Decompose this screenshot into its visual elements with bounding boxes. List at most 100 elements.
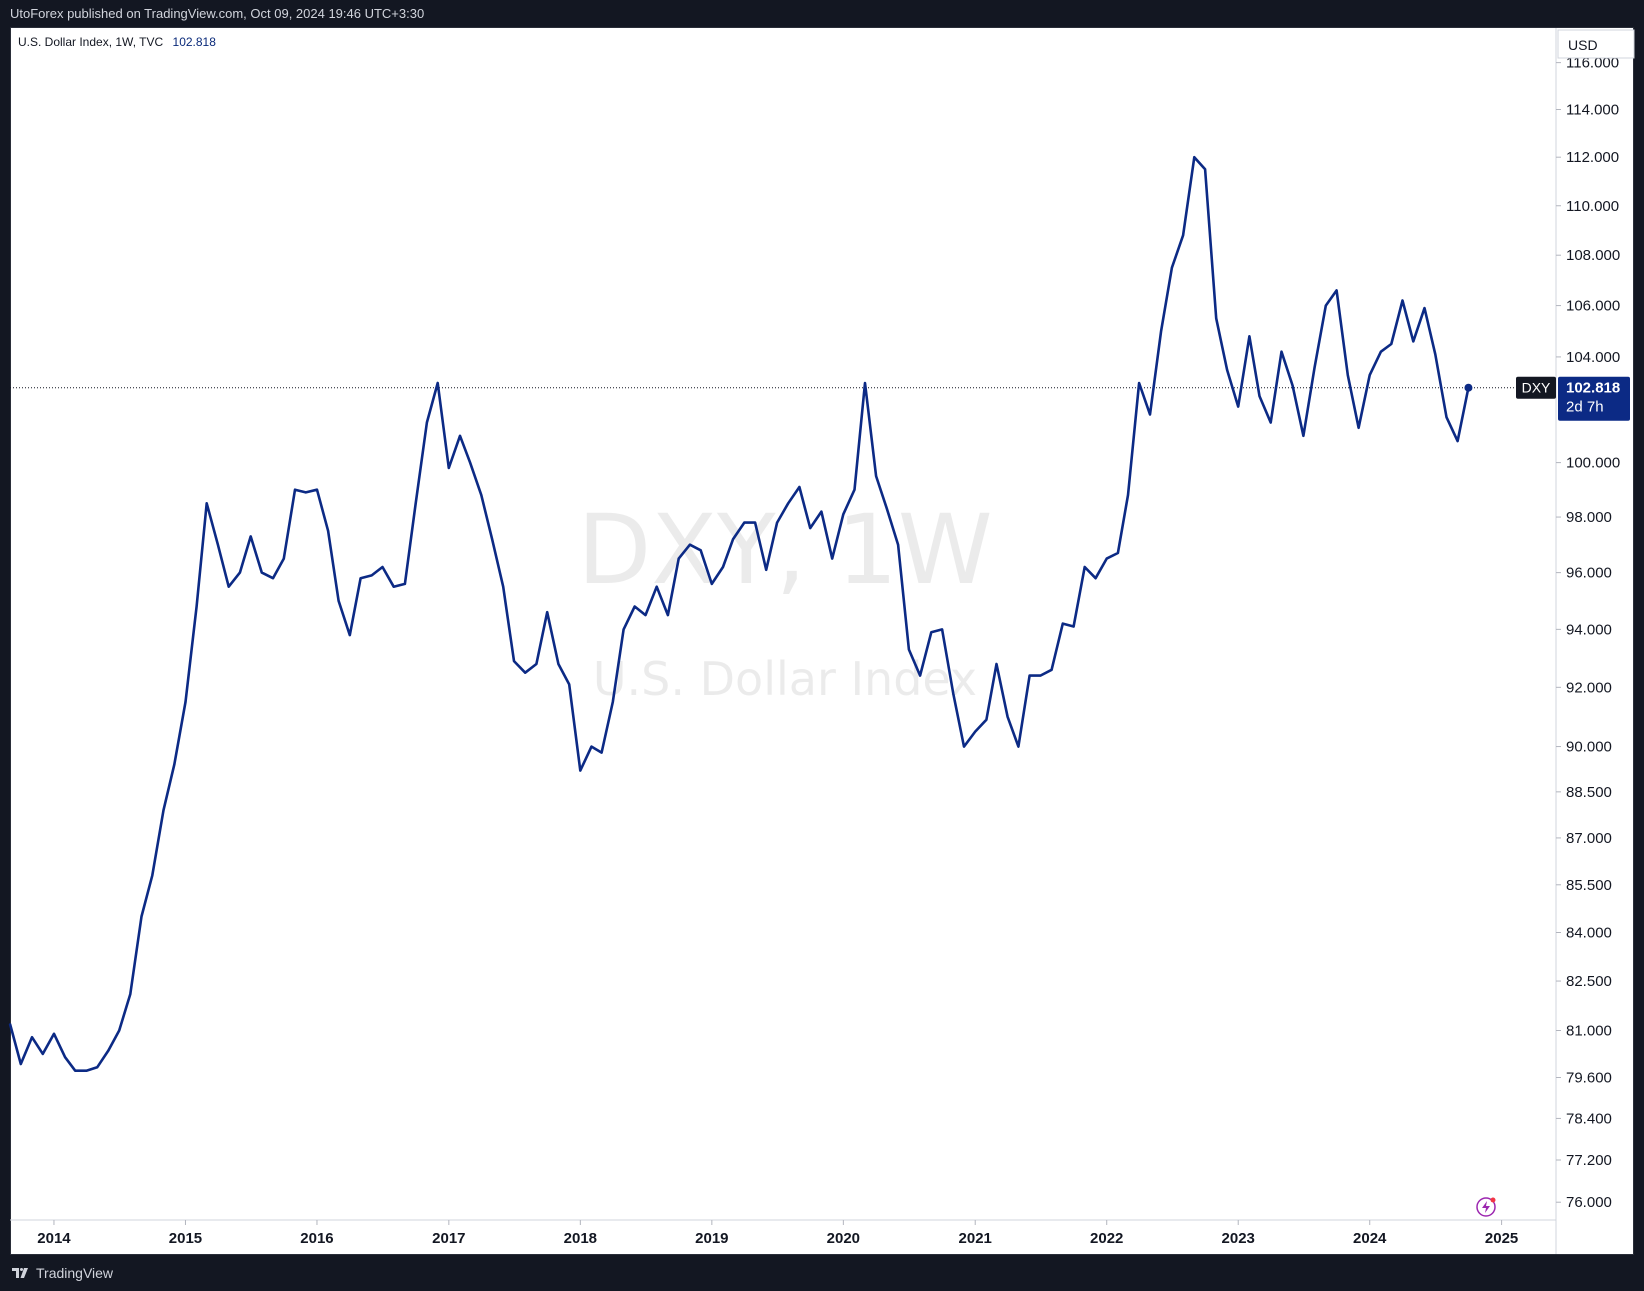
series-point (732, 538, 734, 540)
time-tick-label: 2020 (827, 1230, 860, 1247)
time-tick-label: 2022 (1090, 1230, 1123, 1247)
series-point (31, 1036, 33, 1038)
price-tick-label: 84.000 (1566, 924, 1612, 941)
series-point (1171, 266, 1173, 269)
series-point (53, 1033, 55, 1035)
series-point (1390, 343, 1393, 345)
series-point (217, 543, 219, 546)
price-tick-label: 88.500 (1566, 784, 1612, 801)
time-tick-label: 2021 (959, 1230, 992, 1247)
series-point (952, 692, 954, 694)
series-point (381, 566, 384, 568)
series-point (64, 1056, 66, 1058)
series-point (711, 583, 713, 585)
series-point (644, 614, 647, 616)
price-tick-label: 106.000 (1566, 298, 1620, 315)
series-point (74, 1069, 76, 1072)
time-tick-label: 2023 (1222, 1230, 1255, 1247)
series-point (1335, 289, 1338, 292)
series-point (129, 993, 132, 995)
series-point (469, 461, 471, 464)
series-point (502, 585, 505, 588)
series-point (1269, 421, 1272, 424)
series-point (1445, 416, 1448, 419)
series-point (1117, 552, 1119, 554)
series-point (864, 382, 866, 384)
price-tick-label: 98.000 (1566, 509, 1612, 526)
series-point (1050, 669, 1053, 671)
series-point (85, 1069, 88, 1072)
series-point (765, 569, 767, 571)
series-point (1094, 577, 1097, 579)
series-point (667, 614, 669, 616)
series-point (414, 502, 417, 505)
series-point (327, 530, 329, 532)
series-point (622, 628, 625, 631)
series-point (118, 1029, 120, 1032)
currency-button[interactable] (1557, 29, 1635, 59)
price-tick-label: 82.500 (1566, 973, 1612, 990)
last-price-point[interactable] (1464, 383, 1473, 392)
series-point (173, 763, 176, 766)
series-point (140, 915, 143, 918)
series-point (842, 513, 845, 516)
lightning-icon[interactable] (1476, 1197, 1496, 1217)
series-point (612, 701, 614, 703)
series-point (305, 491, 307, 494)
series-point (579, 769, 582, 772)
series-point (590, 745, 593, 748)
series-point (1138, 382, 1140, 384)
price-tick-label: 114.000 (1566, 101, 1619, 118)
series-point (1302, 435, 1305, 437)
currency-label: USD (1568, 37, 1598, 53)
series-point (1368, 374, 1371, 376)
series-point (1039, 674, 1042, 677)
price-tick-label: 110.000 (1566, 198, 1619, 215)
series-point (974, 730, 976, 733)
series-point (195, 605, 198, 608)
series-point (941, 628, 943, 631)
series-point (1258, 395, 1261, 397)
series-point (1226, 369, 1228, 371)
series-point (1182, 234, 1184, 237)
series-point (205, 502, 208, 505)
series-point (349, 634, 351, 636)
series-point (995, 663, 998, 665)
time-tick-label: 2024 (1353, 1230, 1387, 1247)
series-point (162, 809, 165, 811)
series-point (820, 510, 823, 513)
price-tick-label: 100.000 (1566, 455, 1620, 472)
brand-label: TradingView (36, 1265, 114, 1281)
series-point (426, 421, 428, 424)
time-tick-label: 2015 (169, 1230, 202, 1247)
series-point (1423, 307, 1426, 309)
tradingview-brand[interactable]: TradingView (12, 1265, 113, 1281)
series-point (1347, 374, 1349, 376)
series-point (1248, 335, 1251, 338)
price-chart[interactable]: DXY, 1W U.S. Dollar Index 116.000 114.000… (0, 0, 1644, 1255)
series-point (1072, 625, 1075, 628)
time-tick-label: 2014 (37, 1230, 71, 1247)
series-point (655, 585, 658, 588)
series-point (1215, 317, 1217, 320)
series-point (1028, 674, 1031, 677)
dxy-series-line[interactable] (8, 155, 1470, 1072)
series-point (1006, 716, 1009, 718)
series-point (633, 605, 636, 608)
series-point (272, 577, 274, 579)
series-point (436, 382, 439, 384)
series-point (535, 663, 538, 665)
chart-panel[interactable] (10, 27, 1634, 1255)
series-point (249, 535, 252, 538)
bar-countdown: 2d 7h (1566, 399, 1604, 416)
series-point (557, 663, 560, 665)
series-point (1325, 304, 1327, 307)
time-tick-label: 2017 (432, 1230, 465, 1247)
series-point (919, 674, 921, 677)
series-point (480, 494, 483, 496)
price-scale[interactable]: 116.000 114.000 112.000 110.000 108.000 106.0… (1555, 28, 1620, 1254)
footer-bar: TradingView (0, 1255, 1644, 1291)
series-point (1456, 440, 1459, 442)
time-scale[interactable]: 2014 2015 2016 2017 2018 2019 2020 2021 2022 2023… (10, 1219, 1556, 1247)
price-tick-label: 85.500 (1566, 877, 1612, 894)
